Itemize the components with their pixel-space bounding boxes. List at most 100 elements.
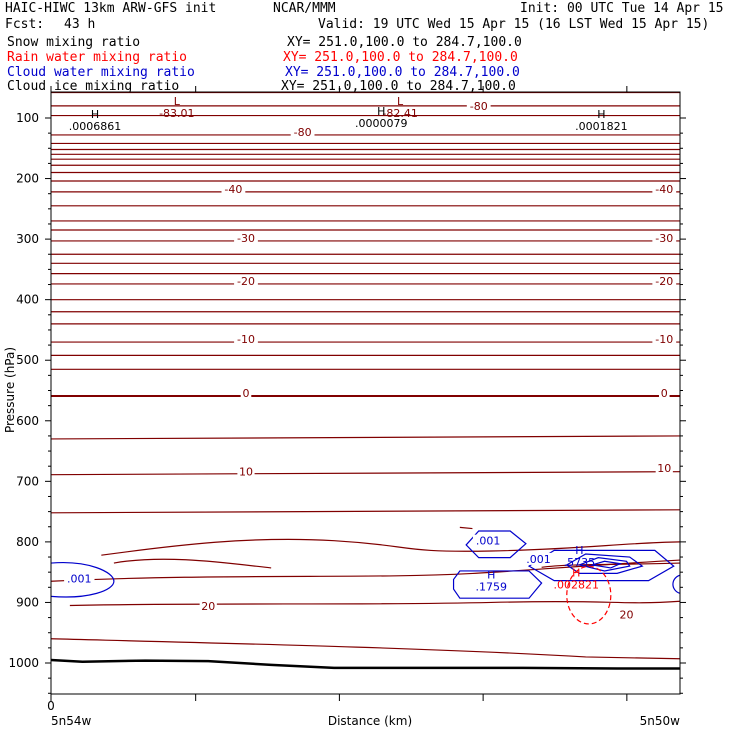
temp-label-9: -10: [655, 333, 673, 346]
cloud-water-contour-7: [672, 574, 681, 594]
temp-label-14-bg: [199, 600, 217, 613]
temp-label-11: 0: [661, 387, 668, 400]
temp-label-4: -30: [237, 232, 255, 245]
extremum-value-7: .002821: [553, 579, 599, 592]
x-right-location: 5n50w: [640, 714, 681, 728]
rain-contours: [566, 565, 612, 625]
temp-contour-low-2: [50, 638, 681, 660]
temp-contour-low-4: [113, 558, 272, 569]
model-title: HAIC-HIWC 13km ARW-GFS init: [5, 1, 217, 16]
extremum-kind-5: H: [487, 568, 495, 581]
extremum-value-5: .1759: [476, 580, 508, 593]
temp-label-10: 0: [242, 387, 249, 400]
temp-contour-low-1: [69, 600, 681, 607]
ground-line: [50, 658, 680, 670]
field-name-snow: Snow mixing ratio: [7, 35, 141, 50]
cloud-water-contour-3: [527, 549, 675, 582]
extremum-value-4: .0001821: [575, 120, 628, 133]
temp-label-5: -30: [655, 232, 673, 245]
extremum-value-0: -83.01: [159, 107, 194, 120]
temp-label-6-bg: [234, 274, 258, 287]
temp-label-3-bg: [652, 182, 677, 195]
cloud-water-contour-2: [452, 570, 543, 599]
y-axis-title: Pressure (hPa): [3, 347, 17, 433]
plot-frame: [50, 91, 681, 695]
extremum-kind-6: H: [575, 544, 583, 557]
field-name-cloud-ice: Cloud ice mixing ratio: [7, 79, 180, 94]
y-tick-label-700: 700: [16, 474, 39, 488]
contour-labels: -80 -80 -40 -40 -30 -30 -20 -20 -10 -10 0 0 10 10 20 20…: [64, 95, 677, 622]
field-xy-rain: XY= 251.0,100.0 to 284.7,100.0: [283, 50, 518, 65]
temp-label-8: -10: [237, 333, 255, 346]
temp-label-5-bg: [652, 231, 677, 244]
y-tick-label-900: 900: [16, 595, 39, 609]
temp-contour-low-0: [50, 559, 681, 582]
extremum-value-3: .0000079: [355, 117, 408, 130]
temp-contour-28: [50, 471, 681, 476]
temp-label-15-bg: [617, 608, 636, 621]
y-tick-label-500: 500: [16, 353, 39, 367]
temp-contour-low-5: [459, 526, 473, 530]
cloud-label-1-bg: [472, 534, 504, 547]
y-tick-label-300: 300: [16, 232, 39, 246]
temp-contour-27: [50, 435, 681, 440]
temp-contour-29: [50, 509, 681, 514]
temp-label-13: 10: [657, 462, 671, 475]
extremum-value-1: -82.41: [382, 107, 417, 120]
x-left-location: 5n54w: [51, 714, 92, 728]
temp-label-15: 20: [620, 609, 634, 622]
y-tick-label-100: 100: [16, 111, 39, 125]
field-name-cloud-water: Cloud water mixing ratio: [7, 65, 195, 80]
field-xy-cloud-ice: XY= 251.0,100.0 to 284.7,100.0: [281, 79, 516, 94]
cloud-water-contour-4: [565, 553, 644, 574]
forecast-hours: 43 h: [64, 17, 96, 32]
y-tick-label-1000: 1000: [8, 656, 39, 670]
temp-label-2-bg: [221, 182, 246, 195]
temp-label-2: -40: [224, 183, 242, 196]
temp-label-13-bg: [655, 462, 673, 475]
temp-label-14: 20: [201, 600, 215, 613]
cloud-water-contour-6: [591, 560, 623, 569]
temp-label-9-bg: [652, 333, 677, 346]
temp-label-12-bg: [237, 465, 255, 478]
temp-label-3: -40: [655, 183, 673, 196]
temp-label-4-bg: [234, 231, 258, 244]
temp-contour-low-3: [101, 538, 681, 556]
temp-label-0-bg: [290, 125, 315, 138]
cloud-water-contour-1: [465, 530, 527, 559]
valid-time: Valid: 19 UTC Wed 15 Apr 15 (16 LST Wed …: [318, 17, 710, 32]
forecast-label: Fcst:: [5, 17, 45, 32]
temperature-contours: [50, 91, 681, 660]
cloud-label-0: .001: [67, 572, 92, 585]
extremum-kind-7: H: [572, 567, 580, 580]
x-axis-title: Distance (km): [328, 714, 412, 728]
temp-label-6: -20: [237, 275, 255, 288]
extremum-value-6: .5735: [564, 556, 596, 569]
cloud-label-2: .001: [526, 553, 551, 566]
x-tick-label-0: 0: [47, 699, 55, 713]
extremum-kind-2: H: [91, 108, 99, 121]
init-time: Init: 00 UTC Tue 14 Apr 15: [520, 1, 724, 16]
cloud-label-2-bg: [523, 552, 554, 565]
temp-contour-low-6: [541, 562, 681, 568]
temp-label-7-bg: [652, 274, 677, 287]
y-tick-label-400: 400: [16, 293, 39, 307]
org-label: NCAR/MMM: [273, 1, 336, 16]
field-name-rain: Rain water mixing ratio: [7, 50, 188, 65]
extremum-kind-1: L: [397, 95, 404, 108]
temp-label-1-bg: [466, 99, 491, 112]
field-xy-snow: XY= 251.0,100.0 to 284.7,100.0: [287, 35, 522, 50]
cloud-label-1: .001: [476, 535, 501, 548]
cloud-water-contours: [50, 530, 681, 599]
temp-label-0: -80: [294, 126, 312, 139]
extremum-kind-3: H: [377, 105, 385, 118]
cloud-label-0-bg: [64, 572, 95, 585]
y-tick-label-600: 600: [16, 414, 39, 428]
temp-label-1: -80: [470, 100, 488, 113]
x-axis: [50, 86, 628, 701]
extremum-kind-0: L: [174, 95, 181, 108]
temp-label-11-bg: [658, 386, 670, 399]
y-tick-label-800: 800: [16, 535, 39, 549]
